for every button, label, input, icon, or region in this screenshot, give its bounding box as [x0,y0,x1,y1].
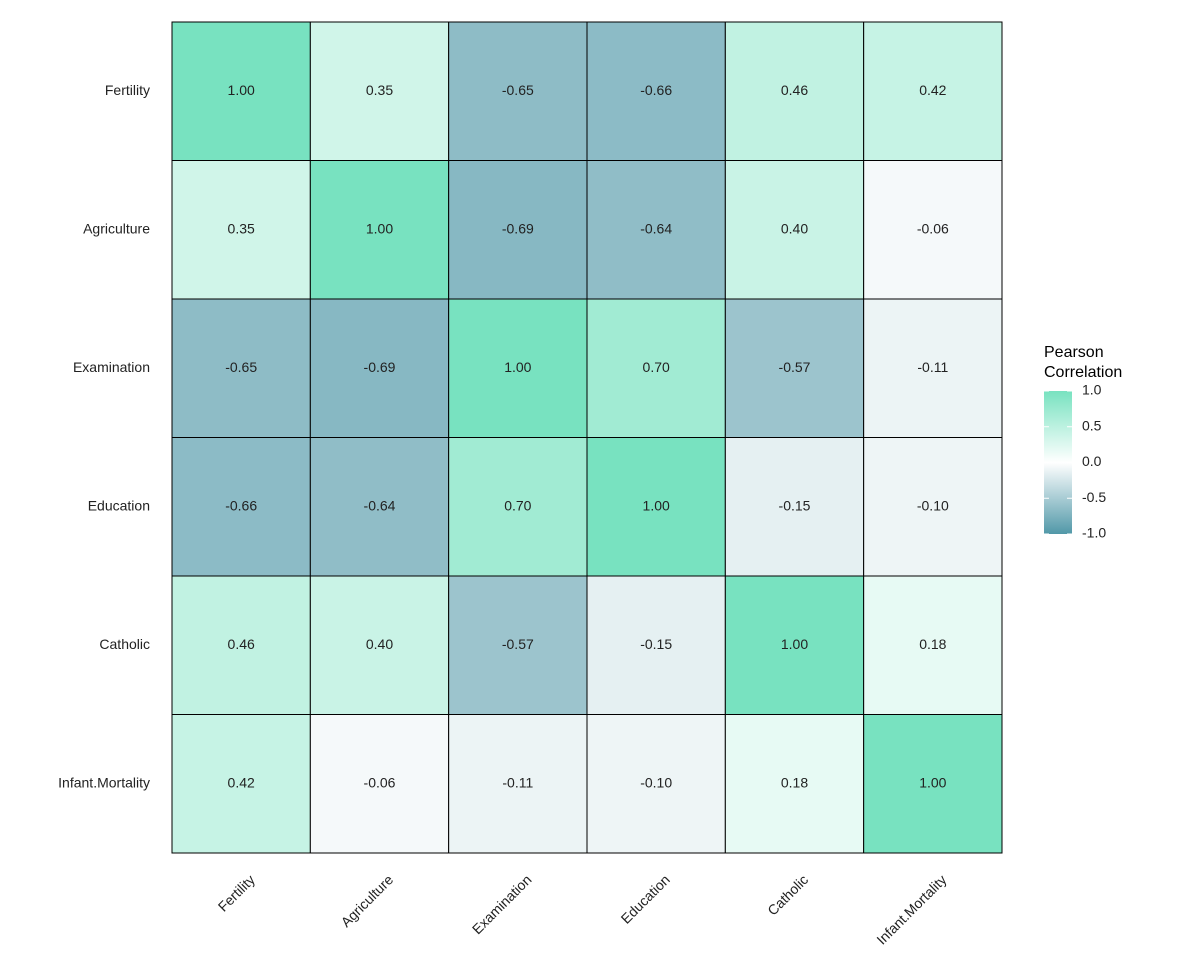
cell-label: 0.18 [781,774,808,790]
cell-label: -0.15 [779,497,811,513]
x-tick-label: Fertility [215,871,258,914]
heatmap-cell [448,298,588,438]
heatmap-cell [309,437,450,577]
cell-label: -0.64 [364,497,396,513]
cell-label: -0.11 [917,359,948,375]
cell-label: 0.35 [228,220,255,236]
cell-label: -0.10 [640,774,672,790]
heatmap-cell [586,575,726,715]
heatmap-cell [171,21,311,161]
heatmap-cell [863,298,1003,438]
colorbar-label: -0.5 [1082,489,1106,505]
legend-title: Correlation [1044,364,1122,381]
y-tick-label: Examination [73,359,150,375]
y-tick-label: Education [88,497,150,513]
heatmap-cell [724,714,865,854]
heatmap-cell [171,575,311,715]
cell-label: -0.10 [917,497,949,513]
heatmap-cell [863,160,1003,300]
heatmap-cell [309,160,450,300]
heatmap-cell [309,298,450,438]
cell-label: 1.00 [366,220,393,236]
heatmap-cell [448,437,588,577]
heatmap-cell [586,437,726,577]
x-tick-label: Catholic [764,871,811,918]
cell-label: 0.18 [919,636,946,652]
heatmap-cell [171,437,311,577]
heatmap-cell [171,298,311,438]
heatmap-cell [171,714,311,854]
cell-label: 0.46 [228,636,255,652]
heatmap-cell [586,21,726,161]
heatmap-cell [863,575,1003,715]
cell-label: 1.00 [643,497,670,513]
colorbar-label: 0.5 [1082,417,1102,433]
x-tick-label: Agriculture [338,871,397,930]
x-tick-label: Examination [469,871,535,937]
cell-label: -0.66 [640,82,672,98]
cell-label: 0.40 [781,220,808,236]
legend-title: Pearson [1044,344,1104,361]
cell-label: -0.57 [502,636,534,652]
cell-label: 0.70 [504,497,531,513]
heatmap-cell [448,21,588,161]
cell-label: 1.00 [919,774,946,790]
cell-label: 1.00 [781,636,808,652]
cell-label: 0.42 [919,82,946,98]
y-tick-label: Agriculture [83,220,150,236]
heatmap-cell [309,21,450,161]
heatmap-cell [863,714,1003,854]
cell-label: -0.65 [502,82,534,98]
heatmap-cell [863,21,1003,161]
colorbar-label: -1.0 [1082,525,1106,541]
x-tick-label: Infant.Mortality [873,871,949,947]
colorbar-label: 1.0 [1082,382,1102,398]
cell-label: 0.70 [643,359,670,375]
cell-label: 1.00 [228,82,255,98]
y-tick-label: Catholic [99,636,150,652]
y-tick-label: Fertility [105,82,150,98]
cell-label: -0.15 [640,636,672,652]
cell-label: -0.64 [640,220,672,236]
cell-label: -0.57 [779,359,811,375]
cell-label: 1.00 [504,359,531,375]
cell-label: -0.69 [364,359,396,375]
heatmap-cell [448,575,588,715]
cell-label: -0.65 [225,359,257,375]
cell-label: -0.66 [225,497,257,513]
cell-label: 0.40 [366,636,393,652]
heatmap-cell [586,298,726,438]
heatmap-cell [586,714,726,854]
cell-label: -0.69 [502,220,534,236]
x-tick-label: Education [618,871,673,926]
heatmap-cell [724,298,865,438]
heatmap-cell [724,21,865,161]
cell-label: -0.06 [917,220,949,236]
colorbar-label: 0.0 [1082,453,1102,469]
heatmap-cell [586,160,726,300]
cell-label: 0.35 [366,82,393,98]
cell-label: 0.42 [228,774,255,790]
heatmap-cell [863,437,1003,577]
cell-label: -0.11 [502,774,533,790]
y-tick-label: Infant.Mortality [58,774,150,790]
cell-label: -0.06 [364,774,396,790]
heatmap-cell [724,437,865,577]
heatmap-cell [724,575,865,715]
cell-label: 0.46 [781,82,808,98]
